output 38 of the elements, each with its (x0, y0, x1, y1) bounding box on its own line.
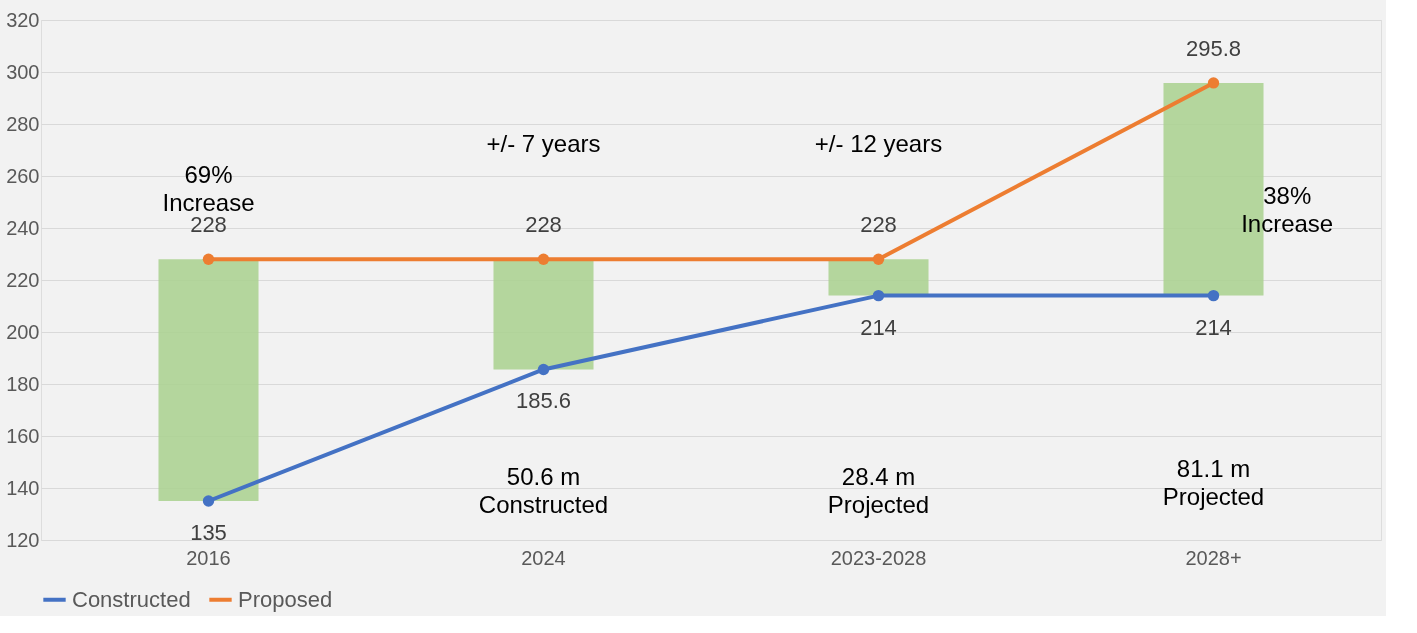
legend-label: Proposed (238, 586, 333, 612)
y-tick-label: 320 (6, 8, 40, 31)
annotation: +/- 12 years (814, 129, 943, 157)
data-label: 185.6 (515, 388, 572, 414)
point (537, 253, 550, 265)
annotation: 38% Increase (1241, 181, 1334, 237)
y-tick-label: 200 (6, 320, 40, 343)
annotation: +/- 7 years (486, 129, 601, 157)
x-tick-label: 2024 (521, 546, 566, 569)
point (1207, 289, 1220, 302)
y-tick-label: 280 (6, 112, 40, 135)
data-label: 214 (860, 314, 897, 340)
data-label: 228 (525, 212, 562, 238)
point (872, 253, 885, 265)
x-tick-label: 2016 (186, 546, 231, 569)
y-tick-label: 220 (6, 268, 40, 291)
point (1207, 77, 1220, 89)
point (202, 253, 215, 265)
x-tick-label: 2028+ (1185, 546, 1242, 569)
y-tick-label: 180 (6, 372, 40, 395)
data-label: 214 (1195, 314, 1232, 340)
data-label: 228 (860, 212, 897, 238)
annotation: 28.4 m Projected (827, 462, 930, 518)
data-label: 135 (190, 520, 227, 545)
point (202, 495, 215, 507)
x-tick-label: 2023-2028 (830, 546, 927, 569)
y-tick-label: 120 (6, 528, 40, 551)
y-tick-label: 260 (6, 164, 40, 187)
y-tick-label: 300 (6, 60, 40, 83)
annotation: 50.6 m Constructed (478, 462, 609, 518)
annotation: 81.1 m Projected (1162, 454, 1265, 510)
legend-label: Constructed (72, 586, 191, 612)
point (537, 363, 550, 376)
point (872, 289, 885, 302)
y-tick-label: 160 (6, 424, 40, 447)
y-tick-label: 140 (6, 476, 40, 499)
data-label: 295.8 (1185, 35, 1242, 61)
y-tick-label: 240 (6, 216, 40, 239)
